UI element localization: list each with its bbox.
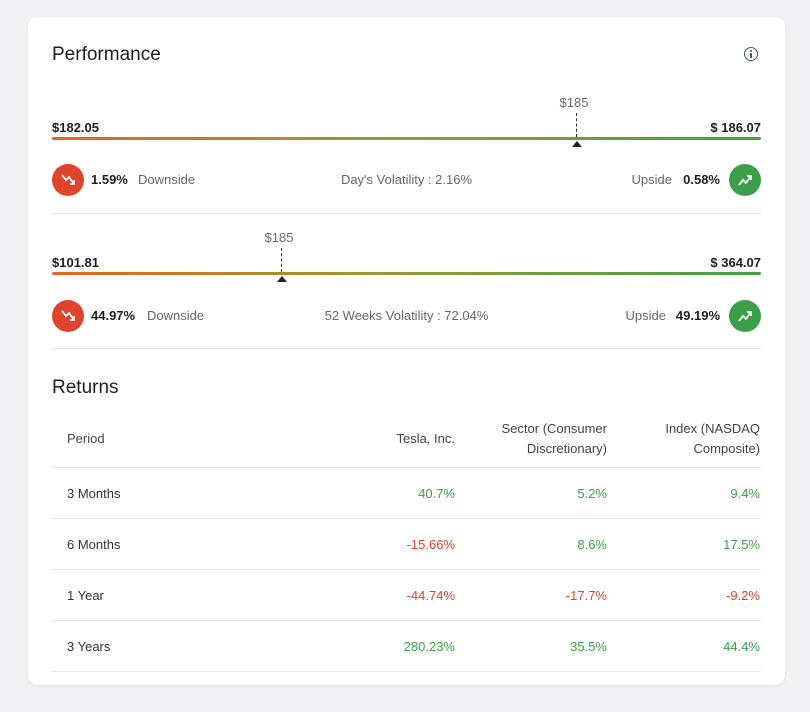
trend-down-icon [61,310,75,321]
row-index: 9.4% [608,467,761,519]
returns-title: Returns [52,377,119,398]
returns-header-row: Period Tesla, Inc. Sector (Consumer Discr… [52,410,761,468]
header-sector: Sector (Consumer Discretionary) [456,410,608,468]
header-period: Period [52,410,222,468]
weeks52-upside-pct: 49.19% [675,308,720,323]
row-stock: -44.74% [222,569,456,621]
day-upside-label: Upside [631,172,672,187]
header-index: Index (NASDAQ Composite) [608,410,761,468]
returns-table: Period Tesla, Inc. Sector (Consumer Discr… [52,410,761,672]
downside-badge [52,164,84,196]
day-range-high: $ 186.07 [710,120,761,135]
row-sector: 35.5% [456,620,608,672]
weeks52-range-bar [52,272,761,275]
trend-up-icon [738,175,752,186]
row-stock: 40.7% [222,467,456,519]
header-stock: Tesla, Inc. [222,410,456,468]
upside-badge [729,300,761,332]
weeks52-stats: 44.97% Downside 52 Weeks Volatility : 72… [52,300,761,332]
row-period: 6 Months [52,518,222,570]
day-range: $185 $182.05 $ 186.07 [52,92,761,147]
row-index: 17.5% [608,518,761,570]
upside-badge [729,164,761,196]
day-volatility: Day's Volatility : 2.16% [340,172,473,187]
weeks52-downside-label: Downside [147,308,205,323]
table-row: 1 Year -44.74% -17.7% -9.2% [52,569,761,621]
weeks52-upside-label: Upside [625,308,666,323]
row-sector: 8.6% [456,518,608,570]
header-index-line2: Composite) [693,440,760,456]
day-downside-pct: 1.59% [91,172,128,187]
row-sector: -17.7% [456,569,608,621]
day-upside-pct: 0.58% [683,172,720,187]
day-range-marker-line [576,113,577,137]
weeks52-range: $185 $101.81 $ 364.07 [52,227,761,282]
day-range-marker-label: $185 [559,95,589,110]
weeks52-range-marker-triangle [277,276,287,282]
header-sector-line2: Discretionary) [526,440,607,456]
table-row: 3 Years 280.23% 35.5% 44.4% [52,620,761,672]
weeks52-range-marker-line [281,248,282,272]
header-index-line1: Index (NASDAQ [665,420,760,436]
trend-up-icon [738,311,752,322]
divider [52,213,761,214]
performance-card: Performance $185 $182.05 $ 186.07 1.59% … [28,17,785,685]
row-index: -9.2% [608,569,761,621]
header-sector-line1: Sector (Consumer [501,420,607,436]
row-stock: -15.66% [222,518,456,570]
table-row: 3 Months 40.7% 5.2% 9.4% [52,467,761,519]
row-sector: 5.2% [456,467,608,519]
day-stats: 1.59% Downside Day's Volatility : 2.16% … [52,164,761,196]
day-range-bar [52,137,761,140]
info-icon[interactable] [744,47,758,61]
weeks52-range-low: $101.81 [52,255,99,270]
day-range-low: $182.05 [52,120,99,135]
weeks52-range-marker-label: $185 [264,230,294,245]
row-period: 3 Years [52,620,222,672]
row-stock: 280.23% [222,620,456,672]
performance-title: Performance [52,44,161,65]
day-downside-label: Downside [138,172,196,187]
row-index: 44.4% [608,620,761,672]
weeks52-range-high: $ 364.07 [710,255,761,270]
divider [52,348,761,349]
trend-down-icon [61,174,75,185]
row-period: 3 Months [52,467,222,519]
weeks52-volatility: 52 Weeks Volatility : 72.04% [324,308,489,323]
day-range-marker-triangle [572,141,582,147]
table-row: 6 Months -15.66% 8.6% 17.5% [52,518,761,570]
weeks52-downside-pct: 44.97% [91,308,136,323]
row-period: 1 Year [52,569,222,621]
downside-badge [52,300,84,332]
